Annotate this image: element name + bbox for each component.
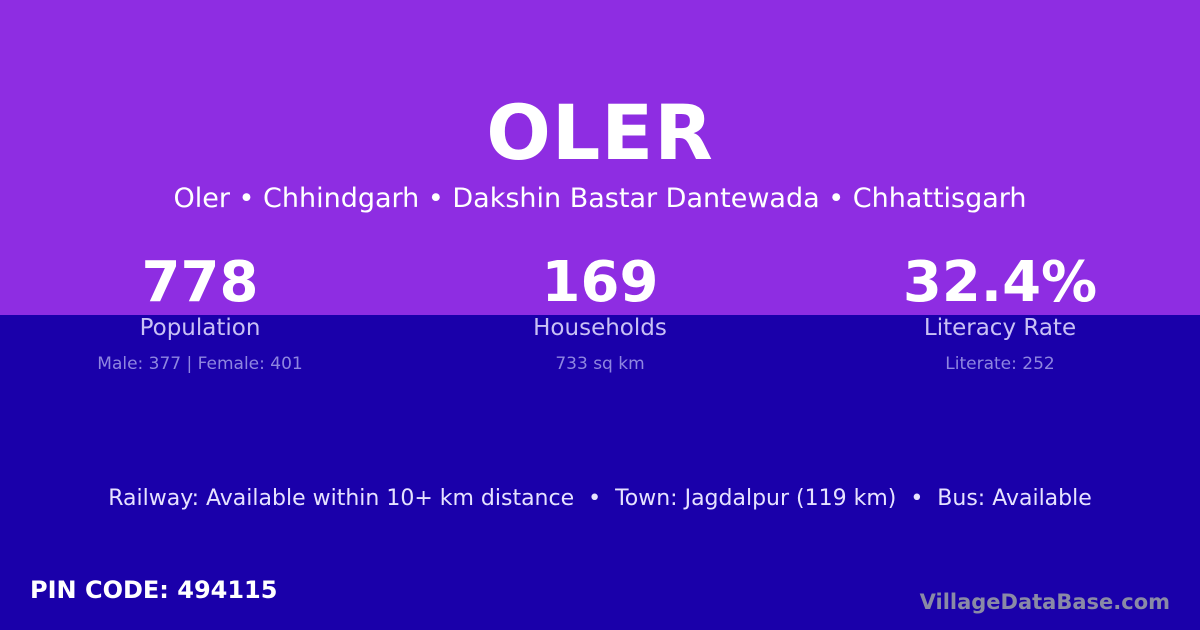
breadcrumb: Oler • Chhindgarh • Dakshin Bastar Dante… [173, 183, 1027, 214]
page-title: OLER [486, 88, 714, 177]
pin-code: PIN CODE: 494115 [30, 576, 278, 604]
connectivity-info: Railway: Available within 10+ km distanc… [108, 486, 1092, 511]
stat-value: 778 [141, 250, 259, 315]
stat-detail: Male: 377 | Female: 401 [97, 354, 303, 374]
stat-label: Population [139, 315, 261, 341]
stat-label: Literacy Rate [923, 315, 1077, 341]
stat-label: Households [533, 315, 667, 341]
stat-detail: 733 sq km [555, 354, 645, 374]
stat-detail: Literate: 252 [945, 354, 1055, 374]
brand-logo: VillageDataBase.com [919, 590, 1170, 614]
stat-value: 169 [541, 250, 659, 315]
header-band [0, 0, 1200, 315]
stat-value: 32.4% [902, 250, 1098, 315]
